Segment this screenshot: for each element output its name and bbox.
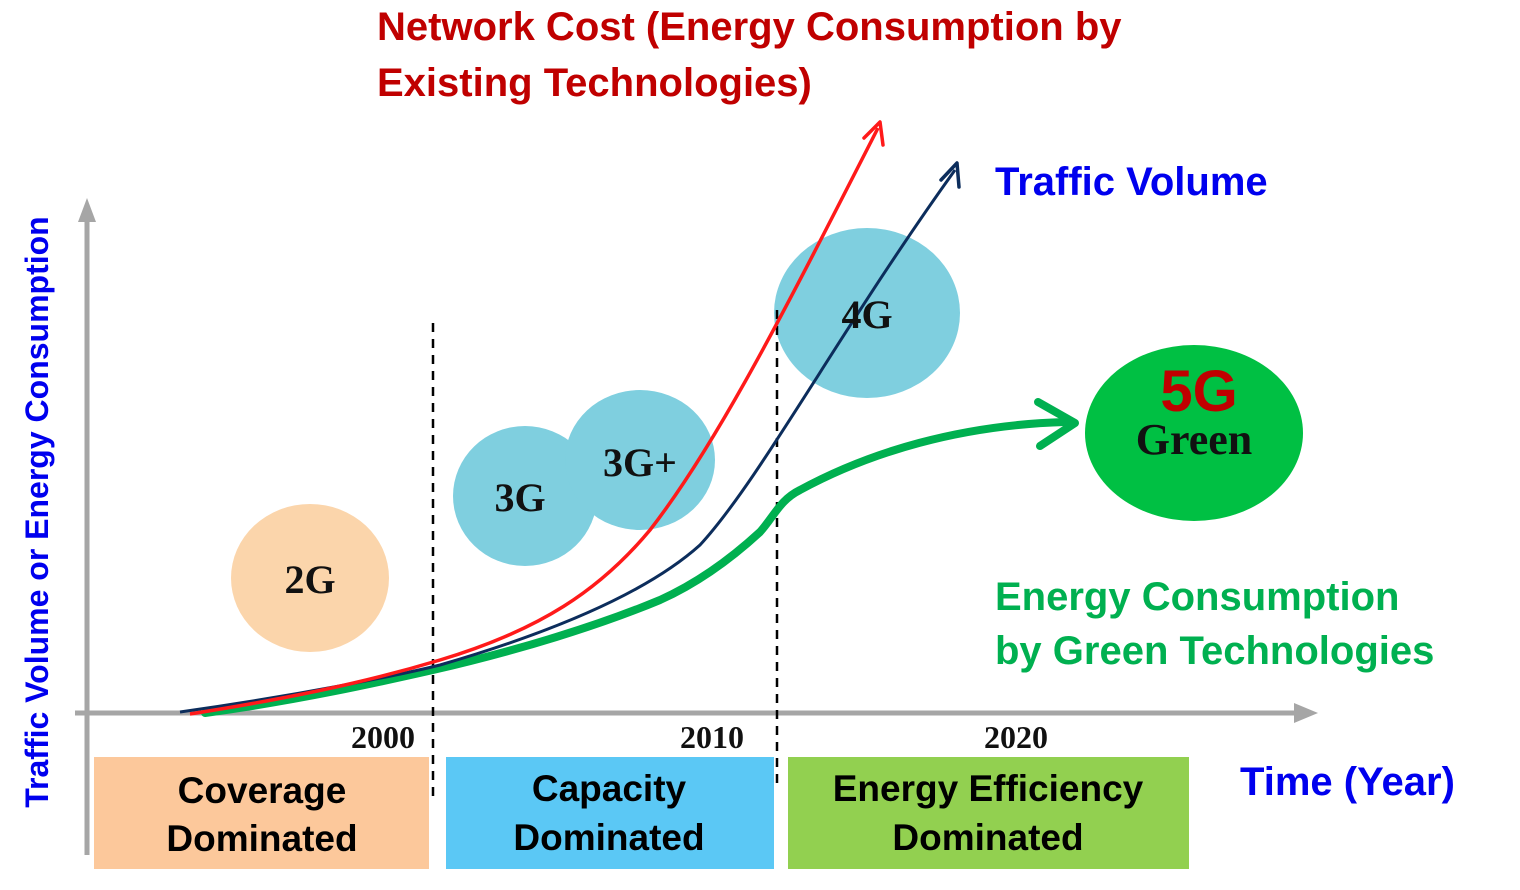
generation-label-3g: 3G	[494, 475, 545, 520]
era-box-coverage	[94, 757, 429, 869]
generation-label-5g: 5G	[1160, 359, 1237, 424]
bubble-2g	[231, 504, 389, 652]
bubble-4g	[774, 228, 960, 398]
green-energy-curve	[201, 418, 1069, 717]
generation-label-2g: 2G	[284, 557, 335, 602]
era-label-capacity-line-2: Dominated	[513, 817, 704, 858]
era-label-energy-line-1: Energy Efficiency	[833, 768, 1144, 809]
bubble-5g	[1085, 345, 1303, 521]
y-axis-label: Traffic Volume or Energy Consumption	[19, 216, 55, 807]
x-axis-arrowhead	[1294, 703, 1318, 723]
generation-label-3g-plus: 3G+	[603, 440, 677, 485]
title-line-2: Existing Technologies)	[377, 61, 812, 105]
generation-label-5g-green: Green	[1136, 415, 1253, 464]
bubble-3g	[453, 426, 597, 566]
year-label-2020: 2020	[984, 719, 1048, 755]
era-label-capacity-line-1: Capacity	[532, 768, 687, 809]
era-box-energy-efficiency	[788, 757, 1189, 869]
traffic-curve-arrowhead	[939, 161, 961, 189]
year-label-2010: 2010	[680, 719, 744, 755]
y-axis-arrowhead	[78, 198, 96, 222]
network-cost-curve	[189, 127, 880, 716]
cost-curve-arrowhead	[862, 120, 885, 147]
title-line-1: Network Cost (Energy Consumption by	[377, 5, 1122, 49]
x-axis-label: Time (Year)	[1240, 760, 1455, 804]
era-label-coverage-line-1: Coverage	[178, 770, 347, 811]
green-curve-arrowhead	[1034, 398, 1079, 450]
traffic-volume-label: Traffic Volume	[995, 160, 1268, 204]
era-box-capacity	[446, 757, 774, 869]
year-label-2000: 2000	[351, 719, 415, 755]
era-label-energy-line-2: Dominated	[892, 817, 1083, 858]
green-energy-label-line-2: by Green Technologies	[995, 629, 1434, 673]
green-energy-label-line-1: Energy Consumption	[995, 575, 1399, 619]
generation-label-4g: 4G	[841, 292, 892, 337]
era-label-coverage-line-2: Dominated	[166, 818, 357, 859]
